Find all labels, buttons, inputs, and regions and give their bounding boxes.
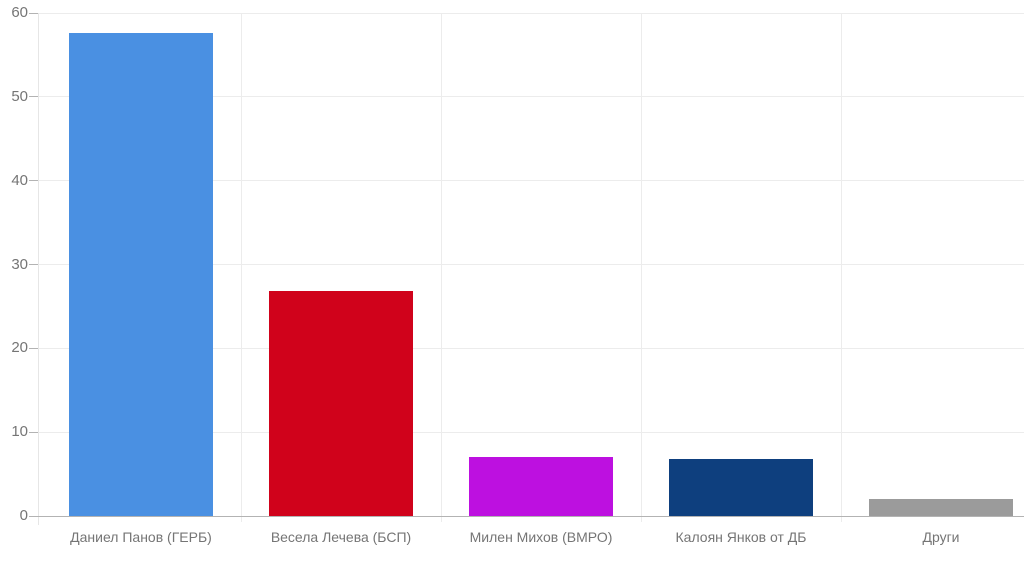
y-axis-tick-label: 20: [11, 339, 28, 357]
y-axis-tick-label: 50: [11, 87, 28, 105]
x-axis-label: Даниел Панов (ГЕРБ): [70, 529, 212, 545]
v-gridline: [840, 13, 842, 522]
h-gridline: [38, 347, 1024, 349]
v-gridline: [240, 13, 242, 522]
h-gridline: [38, 264, 1024, 265]
y-axis-tick-label: 40: [11, 171, 28, 189]
h-gridline: [38, 431, 1024, 433]
bar-5[interactable]: [869, 499, 1013, 516]
y-axis-tick-label: 30: [11, 255, 28, 273]
y-axis-tick: [29, 264, 38, 265]
bar-4[interactable]: [669, 458, 813, 516]
h-gridline: [38, 180, 1024, 182]
bar-2[interactable]: [269, 291, 413, 516]
x-axis-label: Милен Михов (ВМРО): [469, 529, 613, 545]
y-axis-tick: [29, 431, 38, 433]
x-axis-label: Весела Лечева (БСП): [270, 529, 412, 545]
x-axis-label: Калоян Янков от ДБ: [675, 529, 807, 545]
y-axis-tick-label: 0: [19, 507, 28, 524]
h-gridline: [38, 96, 1024, 98]
v-gridline: [440, 13, 442, 522]
y-axis-tick-label: 60: [11, 4, 28, 21]
y-axis-line: [37, 13, 39, 525]
y-axis-tick: [29, 180, 38, 182]
bar-3[interactable]: [469, 457, 613, 516]
h-gridline: [38, 12, 1024, 14]
y-axis-tick-label: 10: [11, 423, 28, 441]
y-axis-tick: [29, 347, 38, 349]
y-axis-tick: [29, 96, 38, 98]
y-axis-tick: [29, 12, 38, 14]
bar-1[interactable]: [69, 33, 213, 516]
x-axis-label: Други: [922, 529, 960, 545]
x-axis-line: [29, 515, 1024, 517]
v-gridline: [640, 13, 642, 522]
